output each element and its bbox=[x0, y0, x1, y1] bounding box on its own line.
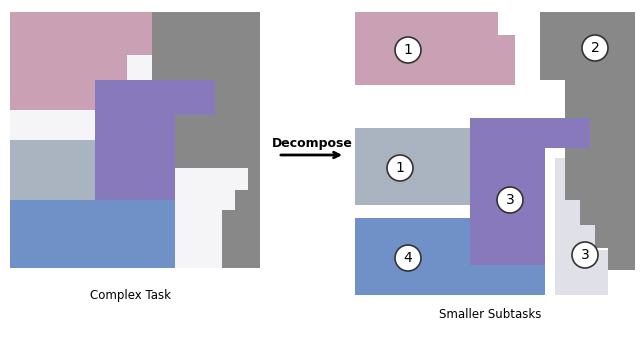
Polygon shape bbox=[10, 12, 260, 268]
Circle shape bbox=[395, 37, 421, 63]
Polygon shape bbox=[95, 80, 215, 230]
Circle shape bbox=[572, 242, 598, 268]
Circle shape bbox=[497, 187, 523, 213]
Polygon shape bbox=[355, 218, 545, 295]
Polygon shape bbox=[10, 140, 95, 200]
Polygon shape bbox=[540, 12, 635, 270]
Text: 4: 4 bbox=[404, 251, 412, 265]
Circle shape bbox=[582, 35, 608, 61]
Text: 3: 3 bbox=[506, 193, 515, 207]
Polygon shape bbox=[555, 158, 608, 295]
Circle shape bbox=[395, 245, 421, 271]
Text: Decompose: Decompose bbox=[271, 137, 353, 149]
Polygon shape bbox=[10, 12, 260, 268]
Text: 2: 2 bbox=[591, 41, 600, 55]
Circle shape bbox=[387, 155, 413, 181]
Text: 1: 1 bbox=[404, 43, 412, 57]
Text: Complex Task: Complex Task bbox=[90, 289, 170, 301]
Text: Smaller Subtasks: Smaller Subtasks bbox=[439, 309, 541, 321]
Polygon shape bbox=[470, 118, 590, 265]
Polygon shape bbox=[355, 128, 505, 205]
Text: 3: 3 bbox=[580, 248, 589, 262]
Polygon shape bbox=[127, 12, 260, 268]
Polygon shape bbox=[10, 200, 175, 268]
Polygon shape bbox=[10, 12, 175, 168]
Text: 1: 1 bbox=[396, 161, 404, 175]
Polygon shape bbox=[355, 12, 515, 85]
